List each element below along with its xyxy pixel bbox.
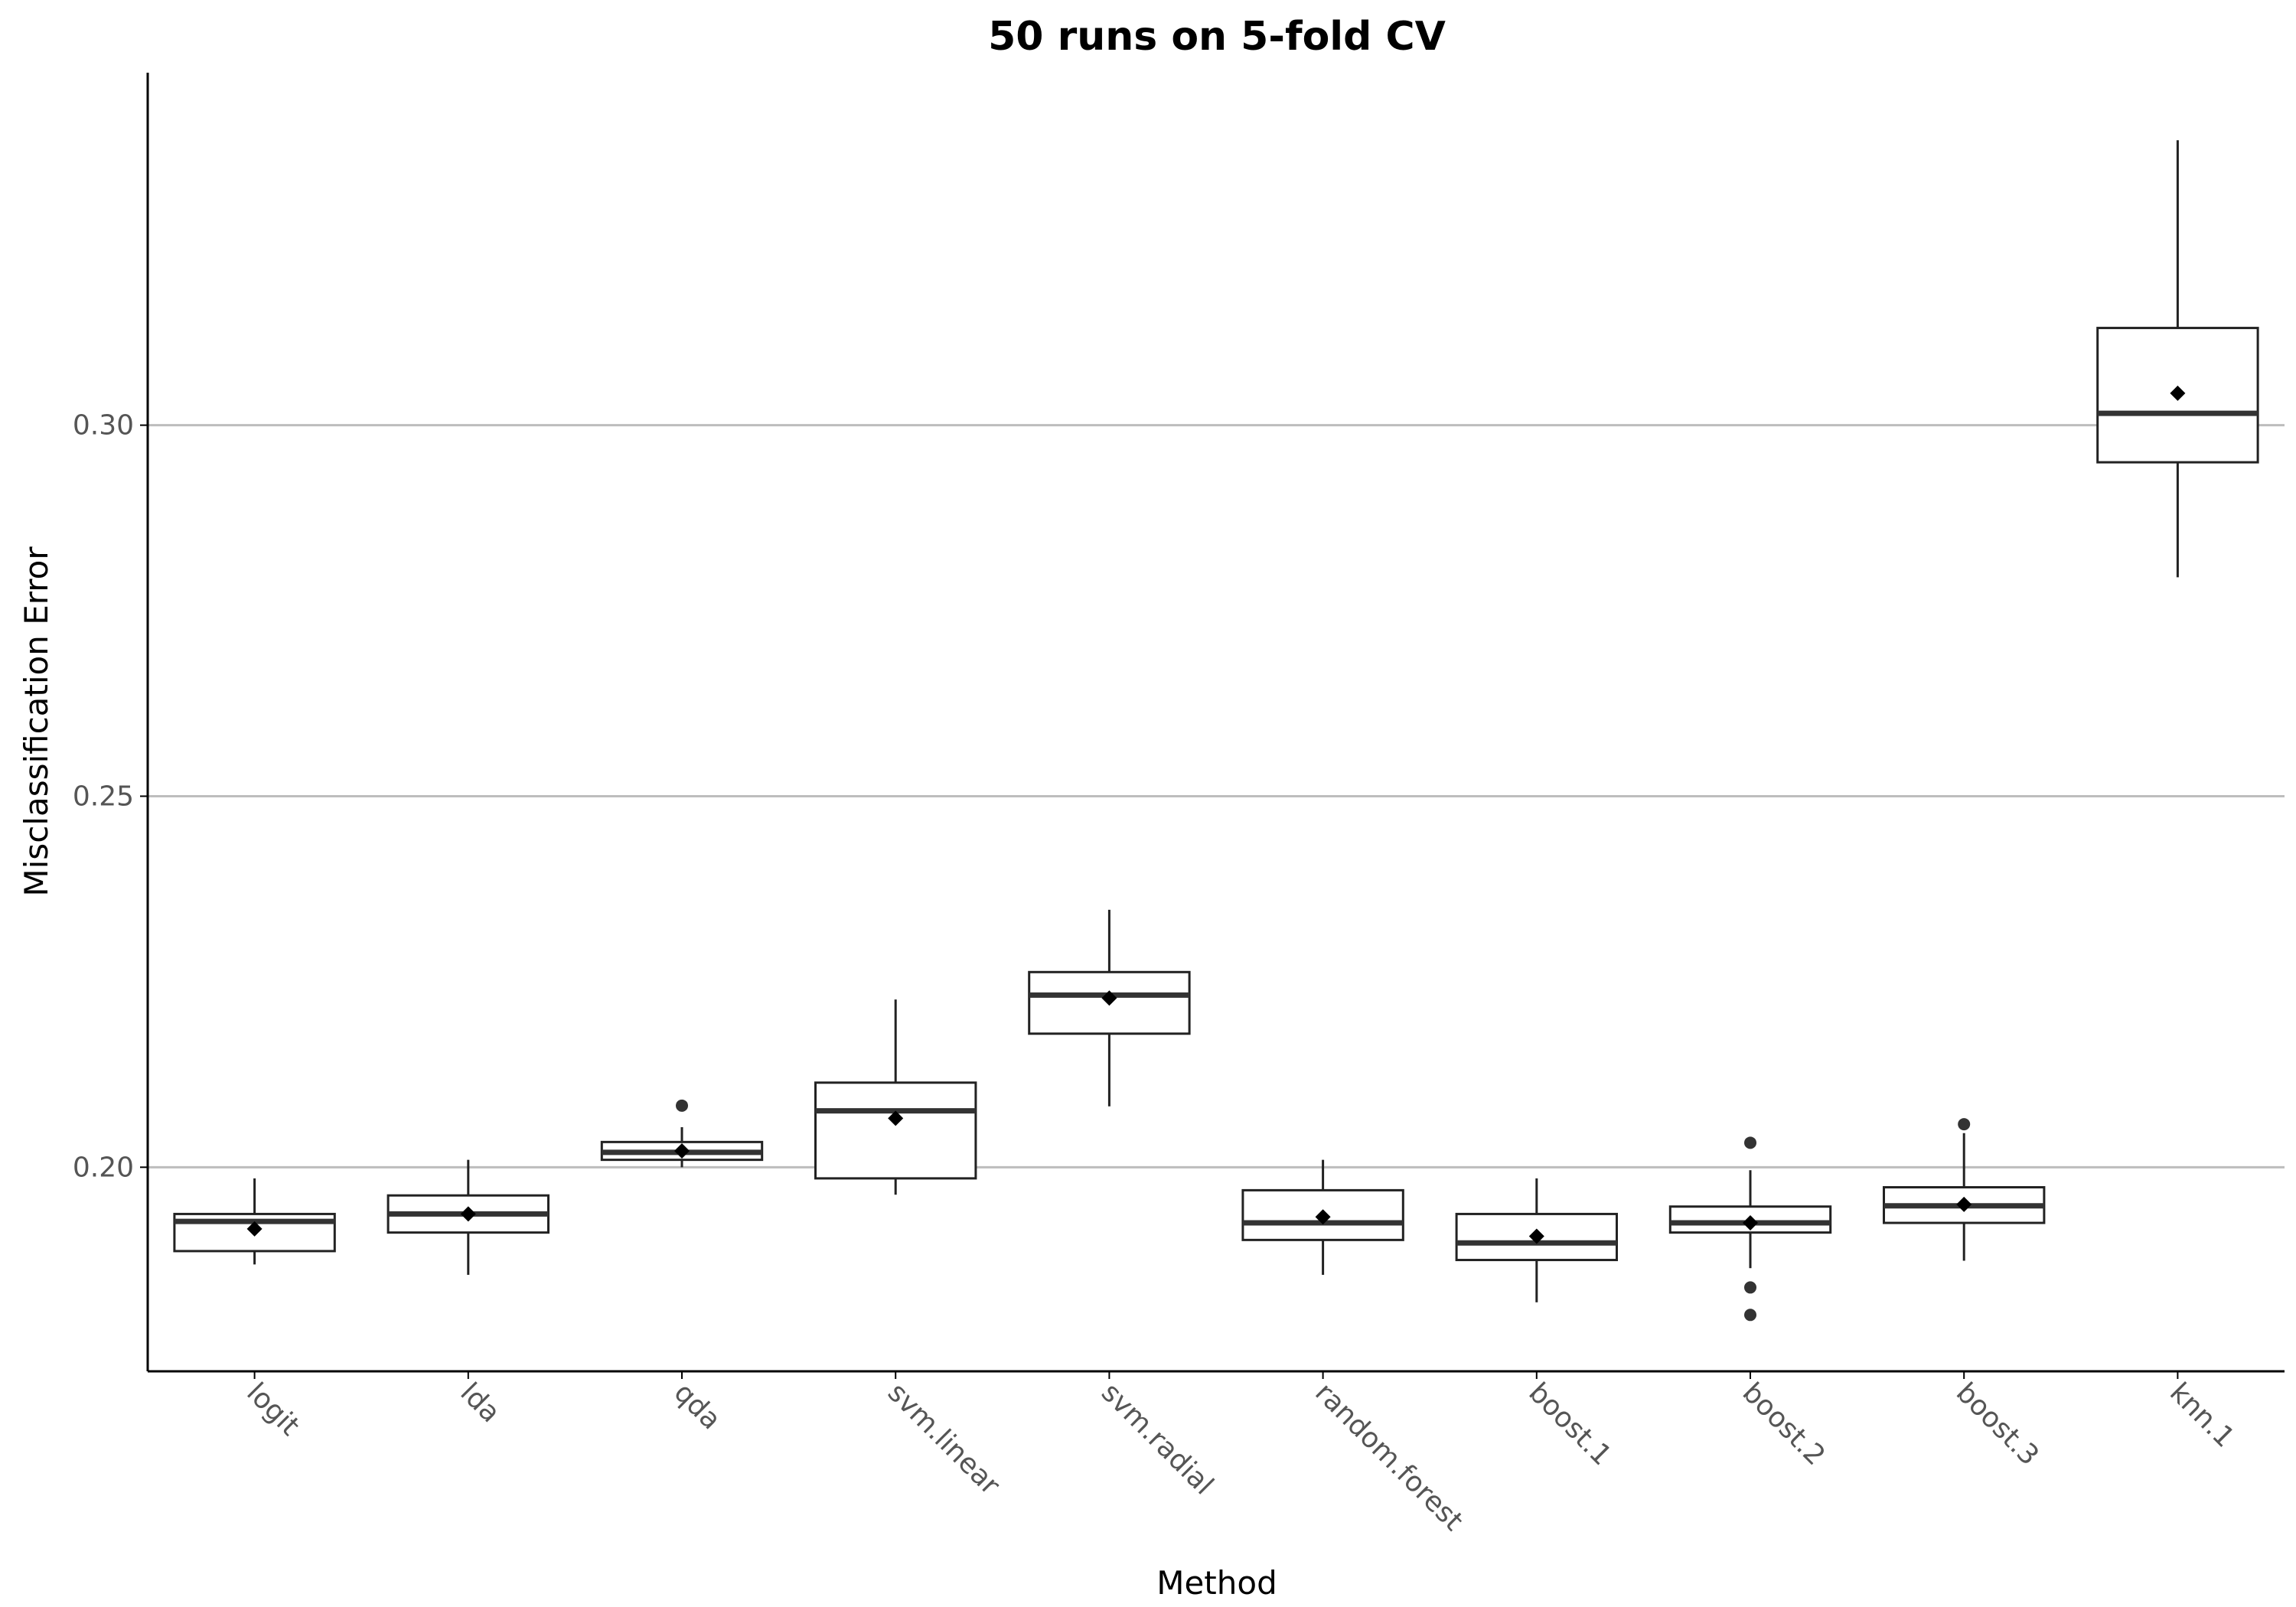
box-boost.1: [1455, 1178, 1618, 1302]
grid-lines: [148, 424, 2285, 1169]
y-ticks: 0.20 0.25 0.30: [73, 410, 148, 1183]
box-boost.3: [1883, 1118, 2046, 1261]
outlier-point: [1744, 1136, 1756, 1149]
x-tick-label: svm.linear: [882, 1377, 1006, 1501]
mean-marker: [1743, 1215, 1758, 1231]
x-tick-label: random.forest: [1309, 1377, 1469, 1537]
box-svm.radial: [1028, 909, 1191, 1107]
mean-marker: [2170, 385, 2186, 401]
outlier-point: [1958, 1118, 1971, 1131]
x-tick-label: boost.3: [1950, 1377, 2045, 1472]
mean-marker: [1956, 1196, 1972, 1212]
box-random.forest: [1241, 1159, 1404, 1275]
mean-marker: [1101, 990, 1117, 1006]
outlier-point: [676, 1099, 688, 1112]
mean-marker: [888, 1110, 904, 1126]
box-logit: [173, 1178, 336, 1265]
box-knn.1: [2096, 140, 2259, 578]
x-ticks: logit lda qda svm.linear svm.radial random.fo…: [240, 1371, 2240, 1537]
x-tick-label: qda: [668, 1377, 727, 1436]
mean-marker: [674, 1143, 690, 1159]
box-boost.2: [1668, 1136, 1832, 1322]
y-tick-label: 0.25: [73, 781, 134, 812]
mean-marker: [246, 1221, 263, 1237]
x-tick-label: knn.1: [2164, 1377, 2240, 1453]
chart-title: 50 runs on 5-fold CV: [988, 14, 1446, 60]
box-body: [814, 1081, 977, 1180]
x-tick-label: boost.2: [1737, 1377, 1831, 1472]
x-tick-label: lda: [454, 1377, 506, 1429]
y-tick-label: 0.20: [73, 1152, 134, 1183]
box-lda: [386, 1159, 550, 1275]
mean-marker: [1315, 1209, 1331, 1225]
mean-marker: [460, 1206, 476, 1222]
box-plots: [173, 140, 2259, 1322]
x-tick-label: boost.1: [1522, 1377, 1617, 1472]
x-tick-label: svm.radial: [1095, 1377, 1219, 1501]
x-axis-title: Method: [1156, 1564, 1277, 1602]
x-tick-label: logit: [240, 1377, 305, 1442]
box-svm.linear: [814, 999, 977, 1195]
outlier-point: [1744, 1309, 1756, 1322]
y-axis-title: Misclassification Error: [18, 546, 55, 897]
box-qda: [600, 1099, 764, 1168]
outlier-point: [1744, 1281, 1756, 1294]
mean-marker: [1528, 1228, 1544, 1244]
axes: [146, 73, 2285, 1373]
y-tick-label: 0.30: [73, 410, 134, 442]
